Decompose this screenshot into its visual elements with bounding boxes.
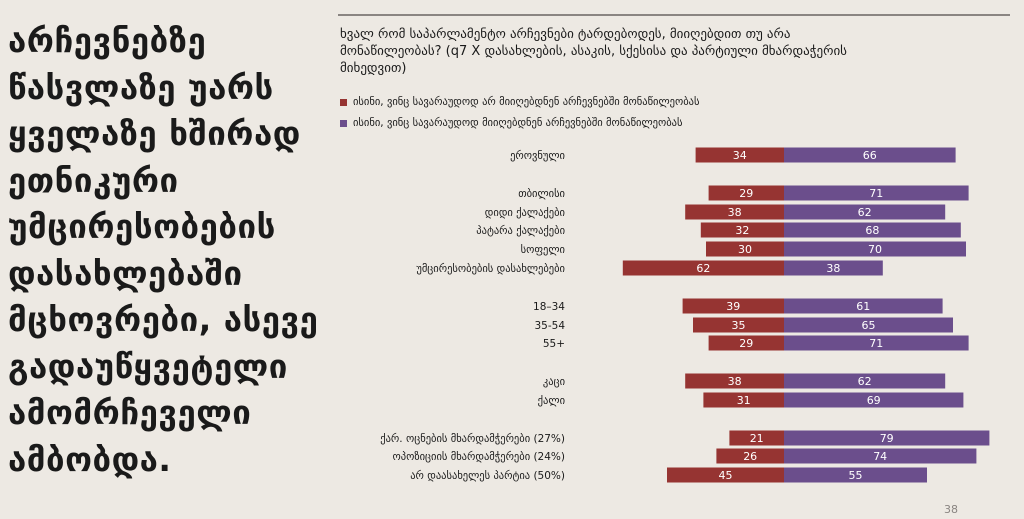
- data-label-yes: 38: [826, 262, 840, 275]
- bar-yes: [784, 260, 883, 276]
- bar-no: [708, 185, 784, 201]
- category-label: ქარ. ოცნების მხარდამჭერები (27%): [380, 433, 565, 445]
- category-label: უმცირესობების დასახლებები: [416, 263, 565, 275]
- bar-yes: [784, 204, 946, 220]
- data-label-yes: 71: [869, 337, 883, 350]
- data-label-no: 38: [728, 206, 742, 219]
- bar-yes: [784, 317, 953, 333]
- bar-no: [708, 335, 784, 351]
- data-label-no: 26: [743, 450, 757, 463]
- data-label-no: 45: [719, 469, 733, 482]
- data-label-yes: 61: [856, 300, 870, 313]
- bar-yes: [784, 467, 927, 483]
- bar-no: [703, 392, 784, 408]
- bar-yes: [784, 373, 946, 389]
- bar-no: [685, 204, 784, 220]
- category-label: კაცი: [543, 376, 565, 388]
- data-label-yes: 55: [849, 469, 863, 482]
- data-label-yes: 62: [858, 375, 872, 388]
- category-label: არ დაასახელეს პარტია (50%): [410, 470, 565, 482]
- bar-no: [685, 373, 784, 389]
- bar-no: [729, 430, 784, 446]
- chart-title: ხვალ რომ საპარლამენტო არჩევნები ტარდებოდ…: [340, 27, 847, 76]
- category-label: 55+: [543, 338, 565, 350]
- category-label: ქალი: [538, 395, 565, 407]
- bar-yes: [784, 147, 956, 163]
- bar-no: [682, 298, 784, 314]
- category-label: 35-54: [534, 320, 565, 332]
- category-label: ოპოზიციის მხარდამჭერები (24%): [392, 451, 565, 463]
- data-label-yes: 62: [858, 206, 872, 219]
- slide-headline: არჩევნებზე წასვლაზე უარს ყველაზე ხშირად …: [8, 21, 319, 479]
- bar-yes: [784, 185, 969, 201]
- top-rule: [338, 14, 1010, 16]
- data-label-no: 38: [728, 375, 742, 388]
- data-label-no: 62: [696, 262, 710, 275]
- bar-no: [667, 467, 784, 483]
- bar-yes: [784, 222, 961, 238]
- bar-no: [695, 147, 784, 163]
- bar-yes: [784, 298, 943, 314]
- bar-no: [693, 317, 784, 333]
- category-label: სოფელი: [521, 244, 565, 256]
- category-label: ეროვნული: [510, 150, 565, 162]
- bar-no: [706, 241, 784, 257]
- bar-yes: [784, 241, 966, 257]
- data-label-no: 39: [726, 300, 740, 313]
- bar-no: [716, 448, 784, 464]
- data-label-no: 32: [735, 224, 749, 237]
- legend-swatch-no: [340, 98, 347, 106]
- data-label-no: 34: [733, 149, 747, 162]
- category-label: დიდი ქალაქები: [485, 207, 565, 219]
- legend-item-no: ისინი, ვინც სავარაუდოდ არ მიიღებდნენ არჩ…: [340, 96, 700, 108]
- bar-yes: [784, 448, 977, 464]
- bar-yes: [784, 392, 964, 408]
- bar-no: [622, 260, 784, 276]
- category-label: თბილისი: [518, 188, 565, 200]
- data-label-yes: 65: [862, 319, 876, 332]
- bar-no: [700, 222, 784, 238]
- legend-label-yes: ისინი, ვინც სავარაუდოდ მიიღებდნენ არჩევნ…: [353, 117, 683, 129]
- data-label-yes: 74: [873, 450, 887, 463]
- data-label-no: 35: [732, 319, 746, 332]
- bar-yes: [784, 430, 990, 446]
- data-label-yes: 69: [867, 394, 881, 407]
- data-label-yes: 79: [880, 432, 894, 445]
- bar-yes: [784, 335, 969, 351]
- data-label-yes: 70: [868, 243, 882, 256]
- data-label-no: 31: [737, 394, 751, 407]
- legend-label-no: ისინი, ვინც სავარაუდოდ არ მიიღებდნენ არჩ…: [353, 96, 700, 108]
- data-label-no: 30: [738, 243, 752, 256]
- data-label-no: 29: [739, 337, 753, 350]
- legend-item-yes: ისინი, ვინც სავარაუდოდ მიიღებდნენ არჩევნ…: [340, 117, 682, 129]
- data-label-yes: 68: [865, 224, 879, 237]
- data-label-no: 21: [750, 432, 764, 445]
- legend-swatch-yes: [340, 119, 347, 127]
- data-label-no: 29: [739, 187, 753, 200]
- category-label: პატარა ქალაქები: [476, 225, 565, 237]
- data-label-yes: 66: [863, 149, 877, 162]
- data-label-yes: 71: [869, 187, 883, 200]
- page-number: 38: [944, 503, 958, 516]
- category-label: 18–34: [533, 301, 565, 313]
